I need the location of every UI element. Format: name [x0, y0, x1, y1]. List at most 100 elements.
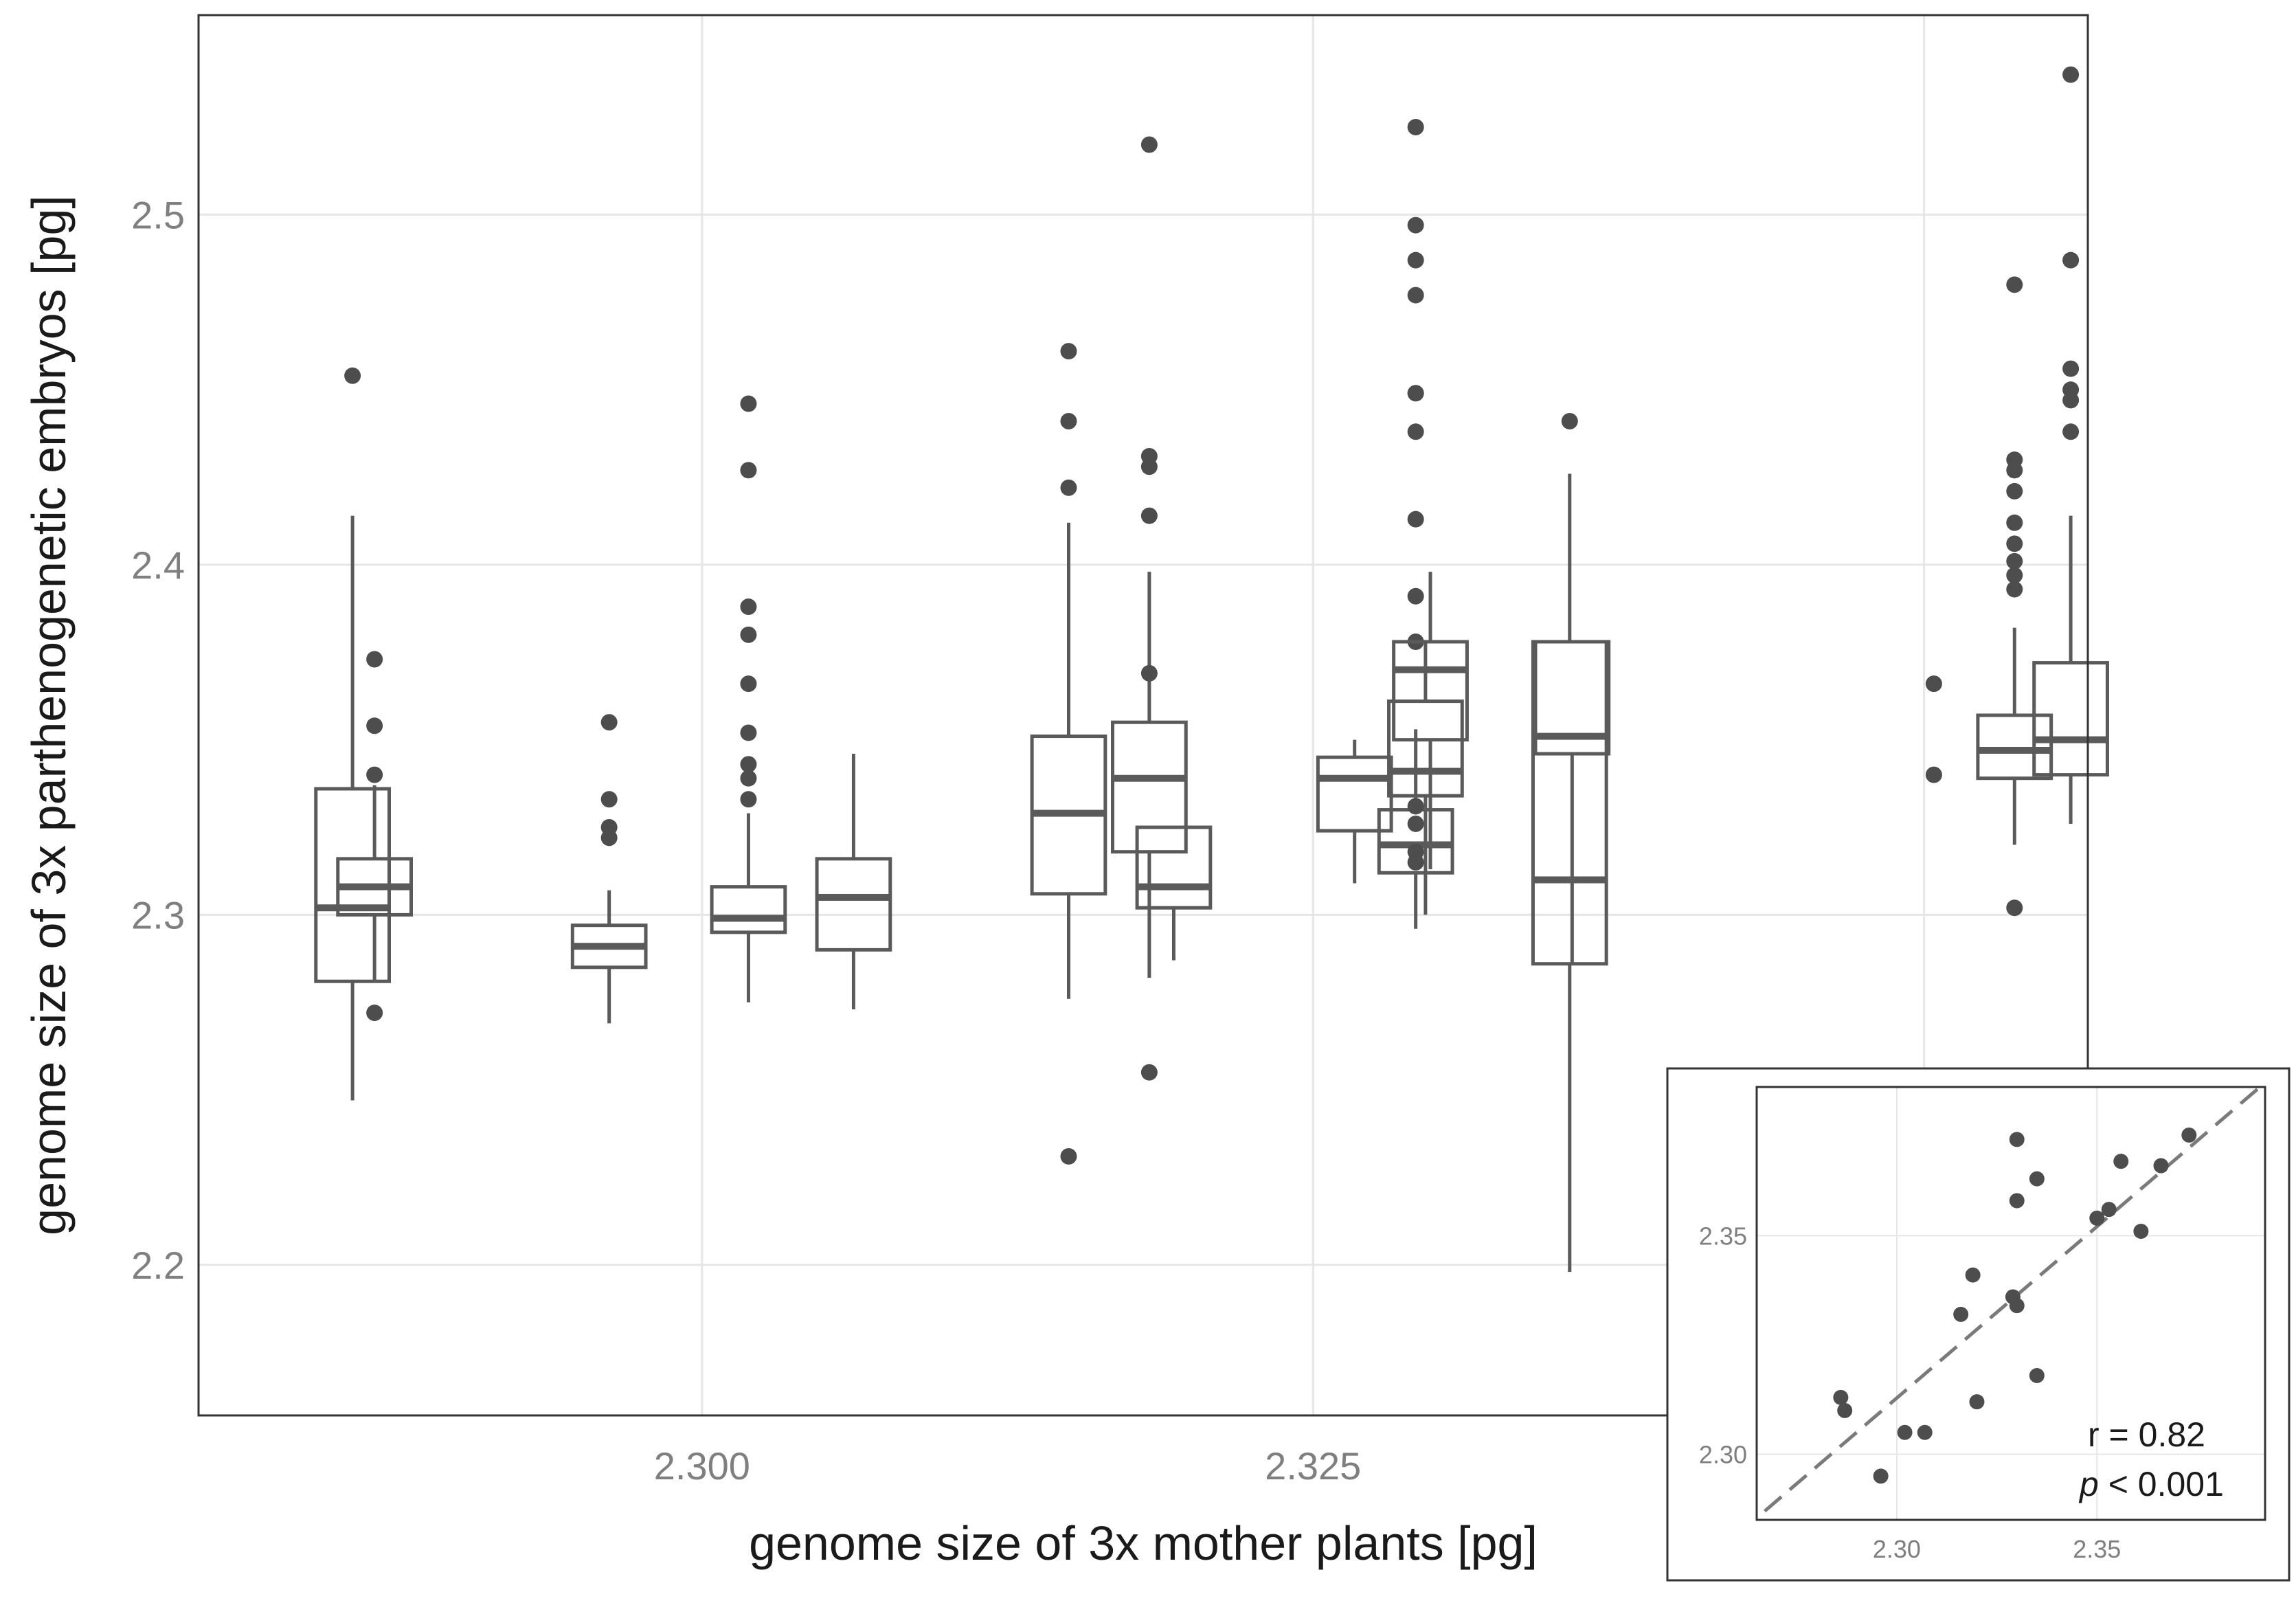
box-iqr-8	[1316, 755, 1393, 833]
outlier-point-5-3	[1060, 1147, 1077, 1165]
inset-y-tick-labels: 2.30 2.35	[1699, 1222, 1747, 1468]
box-iqr-6	[1111, 720, 1188, 854]
outlier-point-15-4	[2006, 514, 2023, 531]
outlier-point-5-0	[1060, 343, 1077, 360]
outlier-point-15-7	[2006, 567, 2023, 584]
inset-p-threshold: < 0.001	[2099, 1465, 2224, 1503]
inset-p-value: p < 0.001	[2078, 1465, 2224, 1503]
outlier-point-9-8	[1407, 587, 1424, 605]
box-group-14	[1925, 675, 1942, 783]
outlier-point-0-0	[344, 367, 361, 384]
main-y-tick-labels: 2.2 2.3 2.4 2.5	[131, 193, 185, 1287]
inset-point-12	[2029, 1368, 2045, 1383]
outlier-point-15-2	[2006, 462, 2023, 479]
main-y-tick-label-2: 2.4	[131, 543, 185, 587]
inset-point-2	[1873, 1468, 1889, 1484]
box-group-15	[1976, 276, 2053, 917]
outlier-point-3-8	[740, 791, 757, 808]
box-group-6	[1111, 136, 1188, 1081]
inset-x-tick-label-0: 2.30	[1873, 1535, 1921, 1563]
y-axis-title: genome size of 3x parthenogenetic embryo…	[22, 195, 76, 1235]
inset-point-19	[2181, 1128, 2197, 1143]
box-group-1	[336, 651, 414, 1022]
outlier-point-14-0	[1925, 675, 1942, 693]
outlier-point-6-4	[1140, 664, 1158, 682]
box-iqr-16	[2032, 661, 2109, 777]
inset-point-1	[1837, 1402, 1853, 1418]
box-group-16	[2032, 66, 2109, 824]
main-y-tick-label-3: 2.5	[131, 193, 185, 236]
inset-point-13	[2029, 1171, 2045, 1187]
outlier-point-9-7	[1407, 511, 1424, 528]
inset-points	[1833, 1128, 2197, 1484]
box-iqr-4	[815, 857, 892, 952]
outlier-point-16-1	[2062, 251, 2080, 269]
outlier-point-1-1	[366, 717, 383, 735]
box-group-3	[710, 395, 787, 1002]
outlier-point-16-2	[2062, 360, 2080, 377]
outlier-point-15-9	[2006, 899, 2023, 917]
inset-point-7	[1969, 1394, 1985, 1410]
box-group-13	[1533, 640, 1611, 964]
inset-point-5	[1953, 1306, 1969, 1322]
outlier-point-15-5	[2006, 535, 2023, 552]
box-iqr-3	[710, 885, 787, 934]
box-group-11	[1392, 572, 1469, 870]
outlier-point-9-3	[1407, 287, 1424, 304]
x-axis-title: genome size of 3x mother plants [pg]	[749, 1516, 1538, 1570]
outlier-point-9-5	[1407, 385, 1424, 402]
box-group-8	[1316, 739, 1393, 884]
outlier-point-9-13	[1407, 853, 1424, 871]
box-group-7	[1135, 825, 1213, 961]
outlier-point-16-5	[2062, 423, 2080, 440]
outlier-point-2-0	[600, 714, 618, 731]
outlier-point-15-8	[2006, 581, 2023, 598]
inset-point-3	[1897, 1424, 1913, 1440]
box-iqr-7	[1135, 825, 1213, 910]
outlier-point-2-1	[600, 791, 618, 808]
inset-point-14	[2089, 1210, 2105, 1226]
outlier-point-9-0	[1407, 119, 1424, 136]
outlier-point-9-6	[1407, 423, 1424, 440]
inset-grid	[1757, 1087, 2265, 1520]
outlier-point-12-0	[1561, 413, 1578, 430]
inset-y-tick-label-0: 2.30	[1699, 1441, 1747, 1469]
main-y-tick-label-1: 2.3	[131, 893, 185, 937]
outlier-point-3-1	[740, 462, 757, 479]
outlier-point-3-3	[740, 626, 757, 643]
inset-plot: 2.30 2.35 2.30 2.35 r = 0.82 p < 0.001	[1666, 1067, 2291, 1582]
outlier-point-9-10	[1407, 798, 1424, 815]
outlier-point-1-2	[366, 766, 383, 783]
box-group-5	[1030, 343, 1107, 1165]
outlier-point-9-2	[1407, 251, 1424, 269]
main-x-tick-label-1: 2.325	[1265, 1444, 1361, 1488]
inset-point-9	[2009, 1298, 2025, 1314]
inset-point-10	[2009, 1193, 2025, 1209]
outlier-point-6-5	[1140, 1064, 1158, 1081]
inset-point-11	[2009, 1132, 2025, 1147]
main-y-tick-label-0: 2.2	[131, 1244, 185, 1287]
inset-point-0	[1833, 1389, 1849, 1405]
main-boxes	[314, 66, 2109, 1273]
inset-point-16	[2113, 1154, 2129, 1169]
outlier-point-3-4	[740, 675, 757, 693]
box-group-4	[815, 754, 892, 1009]
box-group-2	[570, 714, 648, 1024]
box-iqr-13	[1533, 640, 1611, 756]
outlier-point-3-2	[740, 598, 757, 616]
main-plot-frame	[197, 14, 2089, 1417]
box-iqr-15	[1976, 713, 2053, 781]
outlier-point-9-1	[1407, 216, 1424, 234]
main-grid	[199, 15, 2088, 1415]
inset-point-15	[2101, 1202, 2117, 1218]
box-group-10	[1387, 642, 1464, 915]
inset-y-tick-label-1: 2.35	[1699, 1222, 1747, 1250]
inset-point-18	[2153, 1158, 2169, 1174]
outlier-point-3-5	[740, 724, 757, 741]
inset-x-tick-label-1: 2.35	[2073, 1535, 2121, 1563]
outlier-point-1-3	[366, 1005, 383, 1022]
inset-point-6	[1965, 1267, 1981, 1283]
outlier-point-15-6	[2006, 552, 2023, 570]
